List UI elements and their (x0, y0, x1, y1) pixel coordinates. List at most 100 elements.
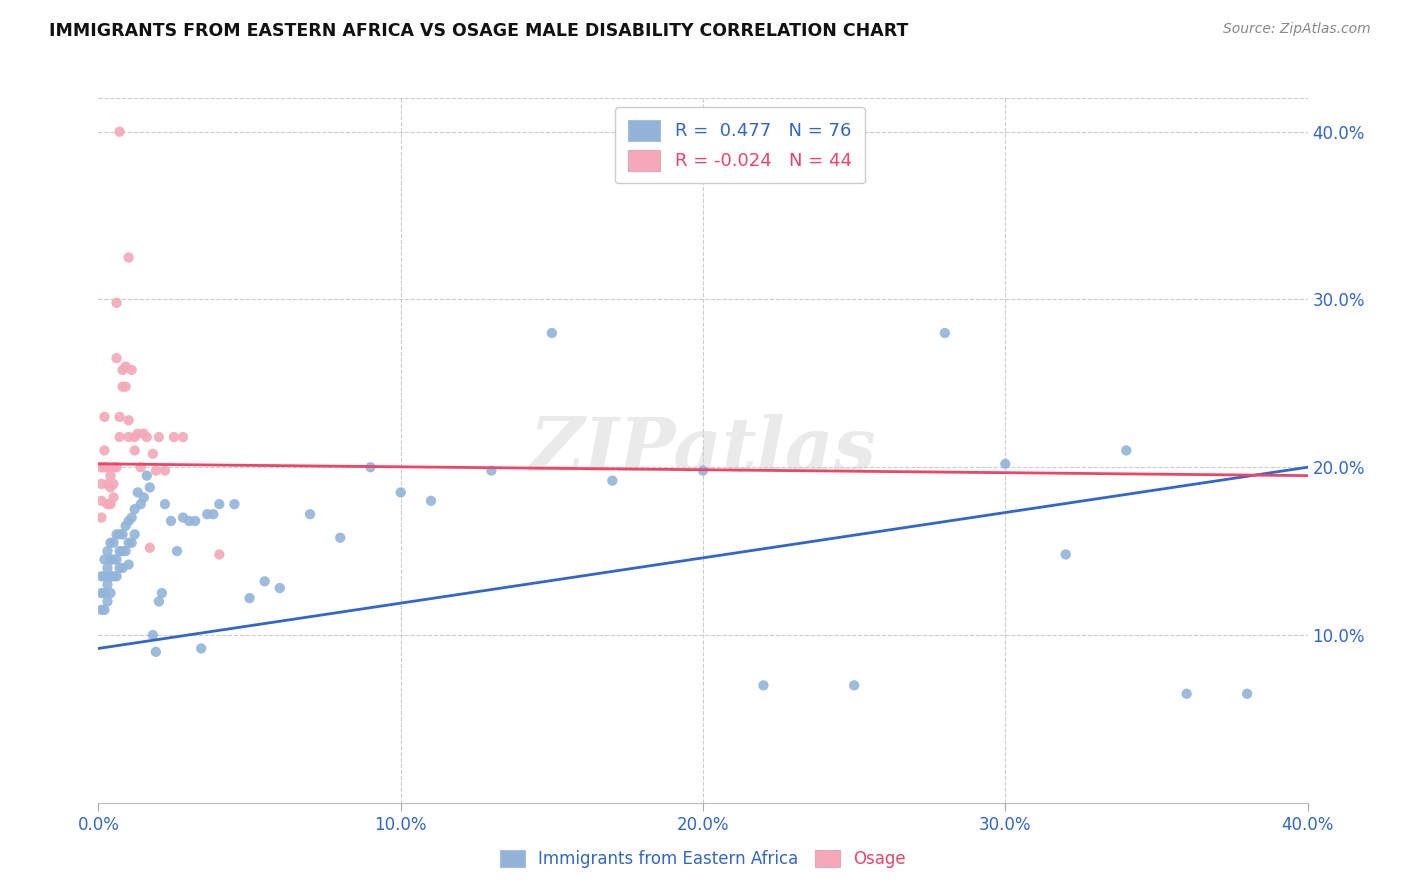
Point (127, 485, 149, 500)
Point (90, 586, 112, 600)
Point (269, 581, 291, 595)
Point (108, 409, 131, 424)
Point (103, 535, 125, 549)
Point (103, 491, 125, 505)
Point (118, 514, 141, 528)
Point (100, 586, 122, 600)
Point (299, 507, 322, 521)
Point (202, 507, 225, 521)
Point (148, 430, 170, 444)
Point (844, 678, 866, 692)
Point (129, 460, 152, 475)
Point (153, 497, 176, 511)
Text: IMMIGRANTS FROM EASTERN AFRICA VS OSAGE MALE DISABILITY CORRELATION CHART: IMMIGRANTS FROM EASTERN AFRICA VS OSAGE … (49, 22, 908, 40)
Point (90, 603, 112, 617)
Point (208, 548, 231, 562)
Point (934, 326, 956, 340)
Point (118, 413, 141, 427)
Point (103, 477, 125, 491)
Point (145, 464, 167, 478)
Point (93, 569, 115, 583)
Point (224, 497, 246, 511)
Point (132, 491, 155, 505)
Point (190, 641, 212, 656)
Point (100, 552, 122, 566)
Point (124, 430, 146, 444)
Point (420, 493, 443, 508)
Point (108, 544, 131, 558)
Point (124, 527, 146, 541)
Point (105, 527, 128, 541)
Point (118, 535, 141, 549)
Point (90, 460, 112, 475)
Point (93, 409, 115, 424)
Point (481, 464, 503, 478)
Point (389, 485, 412, 500)
Point (90, 477, 112, 491)
Point (208, 497, 231, 511)
Point (145, 645, 167, 659)
Point (121, 510, 143, 524)
Point (111, 363, 134, 377)
Point (692, 464, 714, 478)
Point (253, 574, 276, 589)
Point (90, 510, 112, 524)
Point (602, 474, 624, 488)
Point (132, 426, 155, 441)
Point (111, 561, 134, 575)
Point (105, 460, 128, 475)
Point (121, 363, 143, 377)
Point (108, 125, 131, 139)
Point (100, 497, 122, 511)
Point (114, 359, 136, 374)
Point (142, 447, 165, 461)
Point (1236, 687, 1258, 701)
Point (994, 457, 1017, 471)
Point (93, 460, 115, 475)
Point (195, 507, 218, 521)
Legend: R =  0.477   N = 76, R = -0.024   N = 44: R = 0.477 N = 76, R = -0.024 N = 44 (616, 107, 865, 183)
Point (118, 558, 141, 572)
Text: Source: ZipAtlas.com: Source: ZipAtlas.com (1223, 22, 1371, 37)
Point (103, 552, 125, 566)
Point (96, 544, 118, 558)
Point (142, 628, 165, 642)
Point (93, 603, 115, 617)
Point (163, 430, 186, 444)
Point (172, 430, 194, 444)
Point (105, 569, 128, 583)
Point (1115, 443, 1137, 458)
Point (360, 460, 382, 475)
Point (105, 552, 128, 566)
Point (172, 510, 194, 524)
Point (148, 594, 170, 608)
Point (118, 251, 141, 265)
Point (239, 591, 262, 606)
Point (108, 527, 131, 541)
Point (184, 514, 207, 528)
Point (105, 295, 128, 310)
Point (153, 464, 176, 478)
Point (111, 527, 134, 541)
Point (166, 544, 188, 558)
Point (93, 552, 115, 566)
Point (139, 480, 162, 494)
Point (118, 430, 141, 444)
Point (96, 460, 118, 475)
Point (124, 502, 146, 516)
Point (111, 380, 134, 394)
Point (108, 561, 131, 575)
Point (135, 468, 157, 483)
Point (1054, 548, 1077, 562)
Point (96, 594, 118, 608)
Point (100, 569, 122, 583)
Point (93, 586, 115, 600)
Point (100, 468, 122, 483)
Point (105, 351, 128, 366)
Point (90, 569, 112, 583)
Point (127, 426, 149, 441)
Point (1175, 687, 1198, 701)
Point (135, 430, 157, 444)
Point (329, 531, 352, 545)
Point (139, 541, 162, 555)
